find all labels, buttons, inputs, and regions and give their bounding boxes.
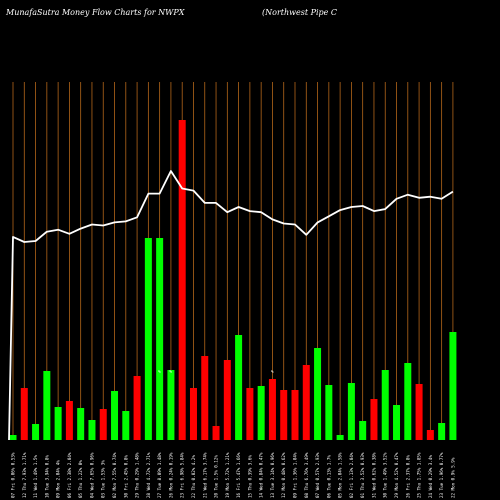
x-tick-labels: 07 Fri 0.06% 0.53% 12 Thu 7.93% 1.71% 11 W… [11, 369, 456, 498]
x-tick-label: 11 Wed 1.49% 1.5% [33, 455, 38, 498]
bar [54, 407, 62, 440]
bar [189, 388, 197, 440]
bar [381, 370, 389, 440]
x-tick-label: 14 Wed 0.84% 0.47% [259, 452, 264, 498]
chart-subtitle: (Northwest Pipe C [262, 8, 337, 17]
x-tick-label: 30 Tue 1.49% 3.52% [383, 452, 388, 498]
bar [302, 365, 310, 440]
bar [212, 426, 220, 440]
bar [235, 335, 243, 440]
bar [122, 411, 130, 440]
x-tick-label: 09 Mon 2.04% 4% [56, 460, 61, 498]
x-tick-label: 07 Wed 0.57% 2.93% [315, 452, 320, 498]
x-tick-label: 03 Tue 1.53% 3% [101, 460, 106, 498]
bar [370, 399, 378, 440]
x-tick-label: 28 Wed 4.72% 2.71% [146, 452, 151, 498]
x-tick-marker: % [169, 369, 172, 374]
bar [404, 363, 412, 440]
x-tick-label: 19 Mon 5.72% 1.21% [225, 452, 230, 498]
x-tick-label: 21 Wed 6.17% 3.74% [202, 452, 207, 498]
x-tick-label: 08 Thu 6.76% 3.49% [304, 452, 309, 498]
bar [77, 408, 85, 440]
x-tick-label: 06 Fri 2.38% 2.04% [67, 452, 72, 498]
x-tick-label: 02 Mon 7.55% 0.74% [112, 452, 117, 498]
bar [223, 360, 231, 440]
x-tick-label: 24 Wed 0.29% 3.4% [428, 455, 433, 498]
x-tick-label: 12 Thu 7.93% 1.71% [22, 452, 27, 498]
x-tick-label: 01 Thu 3.52% 0.93% [360, 452, 365, 498]
x-tick-label: 30 Fri 2.45% 0.8% [123, 455, 128, 498]
bar [268, 379, 276, 440]
bar [393, 405, 401, 440]
bar [426, 430, 434, 440]
bar [314, 348, 322, 440]
line-series [8, 170, 454, 441]
x-tick-label: 22 Mon 0.9% 5.9% [450, 457, 455, 498]
x-tick-label: 10 Tue 3.94% 0.8% [44, 455, 49, 498]
x-tick-label: 27 Tue 8.09% 1.48% [157, 452, 162, 498]
bar [43, 371, 51, 440]
bar [246, 388, 254, 440]
bar [291, 390, 299, 440]
bar [133, 376, 141, 440]
bar [257, 386, 265, 440]
x-tick-label: 05 Mon 2.04% 1.58% [338, 452, 343, 498]
bar [99, 409, 107, 440]
x-tick-label: 06 Tue 0.13% 1.7% [326, 455, 331, 498]
bar [325, 385, 333, 440]
x-tick-label: 05 Thu 1.22% 0% [78, 460, 83, 498]
x-tick-label: 31 Wed 0.62% 0.38% [371, 452, 376, 498]
bar [65, 401, 73, 440]
x-tick-label: 26 Mon 0.24% 0.19% [168, 452, 173, 498]
x-tick-label: 09 Fri 1.36% 1.04% [293, 452, 298, 498]
bar [359, 421, 367, 440]
x-tick-label: 16 Fri 5.47% 1.66% [236, 452, 241, 498]
bar [336, 435, 344, 440]
x-tick-label: 13 Tue 3.14% 0.96% [270, 452, 275, 498]
chart-title: MunafaSutra Money Flow Charts for NWPX [5, 8, 185, 17]
x-tick-label: 20 Tue 1.5% 0.12% [214, 455, 219, 498]
x-tick-label: 25 Thu 1.75% 1.85% [417, 452, 422, 498]
x-tick-label: 29 Thu 0.29% 1.48% [135, 452, 140, 498]
x-tick-label: 07 Fri 0.06% 0.53% [11, 452, 16, 498]
bar [32, 424, 40, 440]
x-tick-label: 02 Fri 1.13% 2.04% [349, 452, 354, 498]
bar [449, 332, 457, 440]
x-tick-label: 29 Mon 4.52% 0.47% [394, 452, 399, 498]
bar [9, 435, 17, 440]
bar [201, 356, 209, 440]
x-tick-label: 04 Wed 7.65% 0.96% [89, 452, 94, 498]
money-flow-line [8, 170, 454, 441]
x-tick-label: 23 Tue 1.96% 0.77% [439, 452, 444, 498]
bar [20, 388, 28, 440]
x-tick-marker: % [271, 369, 274, 374]
bar [280, 390, 288, 440]
bar-series [9, 120, 457, 440]
x-tick-label: 15 Thu 0.39% 3.6% [247, 455, 252, 498]
x-tick-label: 26 Fri 2.37% 0.8% [405, 455, 410, 498]
x-tick-label: 23 Fri 6.98% 5.84% [180, 452, 185, 498]
bar [144, 238, 152, 440]
bar [438, 423, 446, 440]
bar [347, 383, 355, 440]
bar [167, 370, 175, 440]
bar [111, 391, 119, 440]
bar [156, 238, 164, 440]
bar [178, 120, 186, 440]
x-tick-label: 12 Mon 0.48% 0.62% [281, 452, 286, 498]
bar [415, 384, 423, 440]
x-tick-marker: % [158, 369, 161, 374]
x-tick-label: 22 Thu 0.02% 4.2% [191, 455, 196, 498]
bar [88, 420, 96, 440]
